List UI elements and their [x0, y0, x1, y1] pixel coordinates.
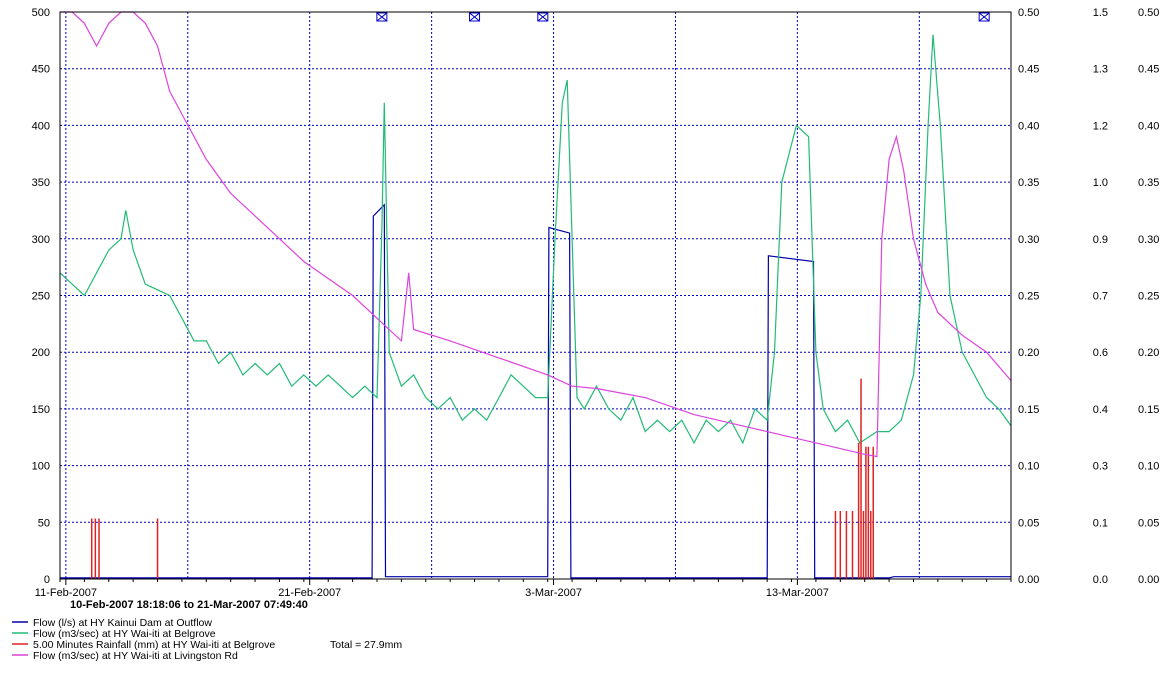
y-tick-label-y2: 0.35	[1018, 177, 1039, 189]
legend-entry: Flow (m3/sec) at HY Wai-iti at Belgrove	[33, 628, 216, 640]
y-tick-label-y1: 250	[32, 291, 50, 303]
legend-entry: 5.00 Minutes Rainfall (mm) at HY Wai-iti…	[33, 639, 275, 651]
plot-frame	[59, 11, 1012, 580]
y-tick-label-y4: 0.35	[1138, 177, 1159, 189]
series-line-3	[60, 11, 1012, 458]
y-tick-label-y4: 0.20	[1138, 347, 1159, 359]
y-tick-label-y3: 1.0	[1093, 177, 1108, 189]
y-tick-label-y3: 0.1	[1093, 517, 1108, 529]
y-tick-label-y1: 150	[32, 404, 50, 416]
y-tick-label-y3: 0.6	[1093, 347, 1108, 359]
marker-layer	[376, 12, 990, 22]
y-tick-label-y2: 0.45	[1018, 64, 1039, 76]
y-tick-label-y1: 500	[32, 7, 50, 19]
y-tick-label-y1: 300	[32, 234, 50, 246]
gap-marker-icon	[376, 12, 388, 22]
axis-layer: 11-Feb-2007 21-Feb-2007 3-Mar-2007 13-Mar-2…	[32, 7, 1160, 599]
x-tick-label: 21-Feb-2007	[278, 587, 341, 599]
x-tick-label: 3-Mar-2007	[525, 587, 582, 599]
y-tick-label-y2: 0.00	[1018, 574, 1039, 586]
y-tick-label-y1: 400	[32, 120, 50, 132]
y-tick-label-y3: 0.3	[1093, 461, 1108, 473]
y-tick-label-y4: 0.15	[1138, 404, 1159, 416]
y-tick-label-y3: 0.9	[1093, 234, 1108, 246]
y-tick-label-y3: 1.2	[1093, 120, 1108, 132]
legend-total: Total = 27.9mm	[330, 639, 402, 651]
gap-marker-icon	[537, 12, 549, 22]
y-tick-label-y4: 0.30	[1138, 234, 1159, 246]
x-tick-label: 11-Feb-2007	[35, 587, 97, 599]
series-line-1	[59, 34, 1012, 445]
y-tick-label-y3: 1.5	[1093, 7, 1108, 19]
y-tick-label-y1: 200	[32, 347, 50, 359]
y-tick-label-y3: 1.3	[1093, 64, 1108, 76]
y-tick-label-y2: 0.20	[1018, 347, 1039, 359]
y-tick-label-y4: 0.50	[1138, 7, 1159, 19]
y-tick-label-y3: 0.0	[1093, 574, 1108, 586]
x-tick-label: 13-Mar-2007	[766, 587, 829, 599]
y-tick-label-y1: 0	[44, 574, 50, 586]
legend: Flow (l/s) at HY Kainui Dam at OutflowFl…	[12, 617, 402, 662]
y-tick-label-y1: 50	[38, 517, 50, 529]
y-tick-label-y2: 0.30	[1018, 234, 1039, 246]
y-tick-label-y4: 0.10	[1138, 461, 1159, 473]
y-tick-label-y4: 0.00	[1138, 574, 1159, 586]
y-tick-label-y1: 450	[32, 64, 50, 76]
y-tick-label-y3: 0.7	[1093, 291, 1108, 303]
y-tick-label-y1: 350	[32, 177, 50, 189]
gap-marker-icon	[978, 12, 990, 22]
y-tick-label-y2: 0.50	[1018, 7, 1039, 19]
y-tick-label-y2: 0.05	[1018, 517, 1039, 529]
legend-entry: Flow (l/s) at HY Kainui Dam at Outflow	[33, 617, 212, 629]
gap-marker-icon	[469, 12, 481, 22]
y-tick-label-y4: 0.45	[1138, 64, 1159, 76]
legend-entry: Flow (m3/sec) at HY Wai-iti at Livingsto…	[33, 650, 238, 662]
y-tick-label-y2: 0.15	[1018, 404, 1039, 416]
y-tick-label-y1: 100	[32, 461, 50, 473]
date-range-label: 10-Feb-2007 18:18:06 to 21-Mar-2007 07:4…	[70, 599, 308, 611]
y-tick-label-y4: 0.05	[1138, 517, 1159, 529]
y-tick-label-y2: 0.25	[1018, 291, 1039, 303]
grid-layer	[60, 12, 1011, 579]
y-tick-label-y2: 0.40	[1018, 120, 1039, 132]
y-tick-label-y4: 0.25	[1138, 291, 1159, 303]
series-layer	[59, 11, 1012, 579]
y-tick-label-y2: 0.10	[1018, 461, 1039, 473]
y-tick-label-y4: 0.40	[1138, 120, 1159, 132]
y-tick-label-y3: 0.4	[1093, 404, 1108, 416]
